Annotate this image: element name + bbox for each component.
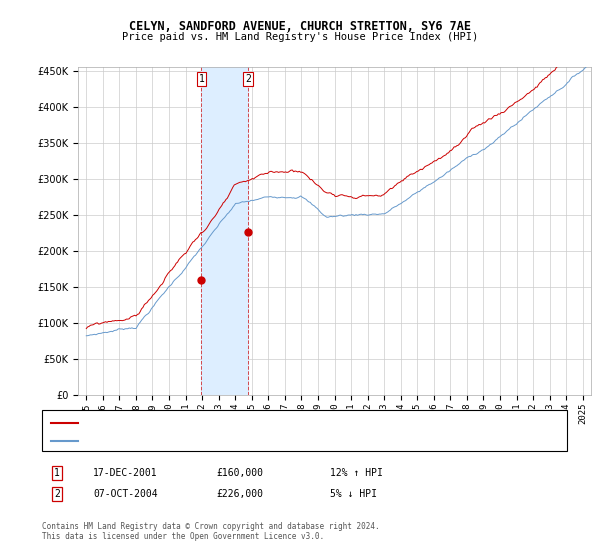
Text: Contains HM Land Registry data © Crown copyright and database right 2024.: Contains HM Land Registry data © Crown c… — [42, 522, 380, 531]
Text: HPI: Average price, detached house, Shropshire: HPI: Average price, detached house, Shro… — [85, 436, 326, 445]
Text: 1: 1 — [199, 74, 205, 85]
Bar — [202, 67, 248, 395]
Text: 2: 2 — [245, 74, 251, 85]
Text: 12% ↑ HPI: 12% ↑ HPI — [330, 468, 383, 478]
Text: 5% ↓ HPI: 5% ↓ HPI — [330, 489, 377, 499]
Text: CELYN, SANDFORD AVENUE, CHURCH STRETTON, SY6 7AE: CELYN, SANDFORD AVENUE, CHURCH STRETTON,… — [129, 20, 471, 32]
Text: CELYN, SANDFORD AVENUE, CHURCH STRETTON, SY6 7AE (detached house): CELYN, SANDFORD AVENUE, CHURCH STRETTON,… — [85, 418, 427, 427]
Text: £226,000: £226,000 — [216, 489, 263, 499]
Text: 07-OCT-2004: 07-OCT-2004 — [93, 489, 158, 499]
Text: 2: 2 — [54, 489, 60, 499]
Text: 17-DEC-2001: 17-DEC-2001 — [93, 468, 158, 478]
Text: This data is licensed under the Open Government Licence v3.0.: This data is licensed under the Open Gov… — [42, 532, 324, 541]
Text: 1: 1 — [54, 468, 60, 478]
Text: £160,000: £160,000 — [216, 468, 263, 478]
Text: Price paid vs. HM Land Registry's House Price Index (HPI): Price paid vs. HM Land Registry's House … — [122, 32, 478, 43]
